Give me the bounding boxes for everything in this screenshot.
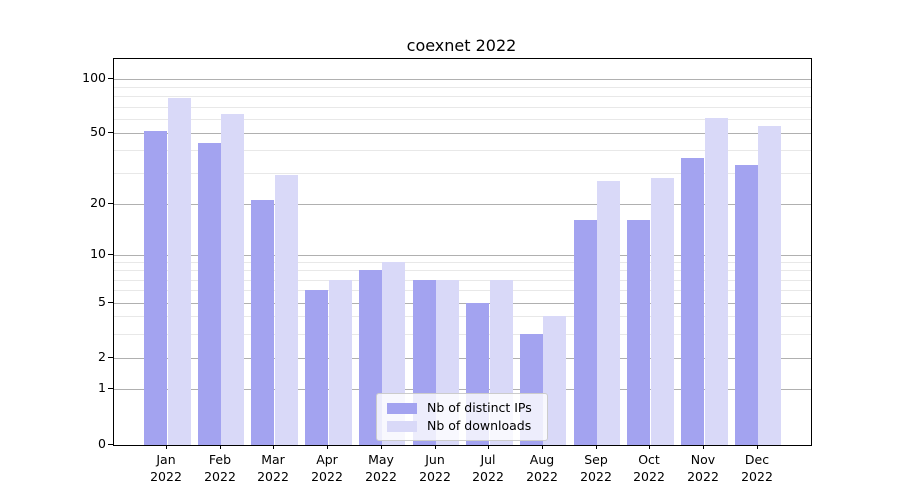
- y-tick-label: 20: [90, 195, 106, 210]
- x-tick-label: Nov 2022: [687, 452, 719, 484]
- x-tick-label: Aug 2022: [526, 452, 558, 484]
- gridline-major: [114, 204, 811, 205]
- gridline-major: [114, 255, 811, 256]
- bar-distinct-ips: [681, 158, 704, 445]
- bar-distinct-ips: [627, 220, 650, 445]
- x-tick-mark: [220, 445, 221, 449]
- gridline-minor: [114, 87, 811, 88]
- gridline-minor: [114, 262, 811, 263]
- legend-swatch-distinct-ips: [387, 403, 417, 414]
- bar-distinct-ips: [305, 290, 328, 445]
- x-tick-label: Dec 2022: [741, 452, 773, 484]
- gridline-minor: [114, 150, 811, 151]
- y-tick-mark: [108, 388, 113, 389]
- bar-distinct-ips: [574, 220, 597, 445]
- bar-downloads: [221, 114, 244, 445]
- y-tick-mark: [108, 444, 113, 445]
- legend-item-downloads: Nb of downloads: [377, 417, 547, 435]
- bar-downloads: [329, 280, 352, 445]
- x-tick-label: Apr 2022: [311, 452, 343, 484]
- x-tick-label: Jan 2022: [150, 452, 182, 484]
- x-tick-label: Mar 2022: [257, 452, 289, 484]
- bar-downloads: [597, 181, 620, 445]
- bar-distinct-ips: [198, 143, 221, 445]
- y-tick-mark: [108, 203, 113, 204]
- legend: Nb of distinct IPs Nb of downloads: [376, 393, 548, 441]
- gridline-minor: [114, 107, 811, 108]
- bar-distinct-ips: [144, 131, 167, 445]
- y-tick-label: 5: [98, 294, 106, 309]
- gridline-minor: [114, 270, 811, 271]
- legend-swatch-downloads: [387, 421, 417, 432]
- gridline-major: [114, 133, 811, 134]
- bar-downloads: [651, 178, 674, 445]
- x-tick-mark: [327, 445, 328, 449]
- bar-downloads: [275, 175, 298, 445]
- bar-distinct-ips: [251, 200, 274, 445]
- legend-label-distinct-ips: Nb of distinct IPs: [427, 400, 532, 415]
- x-tick-label: Oct 2022: [633, 452, 665, 484]
- x-tick-mark: [381, 445, 382, 449]
- gridline-minor: [114, 334, 811, 335]
- x-tick-mark: [703, 445, 704, 449]
- gridline-minor: [114, 96, 811, 97]
- x-tick-label: Sep 2022: [580, 452, 612, 484]
- gridline-minor: [114, 280, 811, 281]
- plot-area: Nb of distinct IPs Nb of downloads: [113, 58, 812, 446]
- gridline-major: [114, 303, 811, 304]
- gridline-minor: [114, 119, 811, 120]
- y-tick-label: 2: [98, 349, 106, 364]
- x-tick-mark: [649, 445, 650, 449]
- bar-downloads: [168, 98, 191, 445]
- y-tick-mark: [108, 78, 113, 79]
- x-tick-mark: [488, 445, 489, 449]
- x-tick-mark: [435, 445, 436, 449]
- bar-distinct-ips: [735, 165, 758, 445]
- y-tick-label: 1: [98, 380, 106, 395]
- x-tick-mark: [757, 445, 758, 449]
- y-tick-label: 50: [90, 124, 106, 139]
- legend-label-downloads: Nb of downloads: [427, 418, 532, 433]
- x-tick-mark: [596, 445, 597, 449]
- y-tick-mark: [108, 254, 113, 255]
- chart-title: coexnet 2022: [406, 36, 517, 55]
- y-tick-label: 0: [98, 436, 106, 451]
- gridline-minor: [114, 290, 811, 291]
- y-tick-label: 10: [90, 246, 106, 261]
- y-tick-mark: [108, 357, 113, 358]
- x-tick-label: Feb 2022: [204, 452, 236, 484]
- y-tick-mark: [108, 302, 113, 303]
- y-tick-label: 100: [82, 70, 106, 85]
- y-tick-mark: [108, 132, 113, 133]
- gridline-major: [114, 358, 811, 359]
- gridline-minor: [114, 316, 811, 317]
- x-tick-mark: [273, 445, 274, 449]
- gridline-major: [114, 79, 811, 80]
- bar-downloads: [758, 126, 781, 445]
- bar-distinct-ips: [359, 270, 382, 445]
- bar-downloads: [705, 118, 728, 445]
- x-tick-label: Jul 2022: [472, 452, 504, 484]
- legend-item-distinct-ips: Nb of distinct IPs: [377, 399, 547, 417]
- bar-downloads: [543, 316, 566, 445]
- x-tick-label: May 2022: [365, 452, 397, 484]
- x-tick-label: Jun 2022: [419, 452, 451, 484]
- x-tick-mark: [166, 445, 167, 449]
- gridline-major: [114, 389, 811, 390]
- x-tick-mark: [542, 445, 543, 449]
- gridline-minor: [114, 173, 811, 174]
